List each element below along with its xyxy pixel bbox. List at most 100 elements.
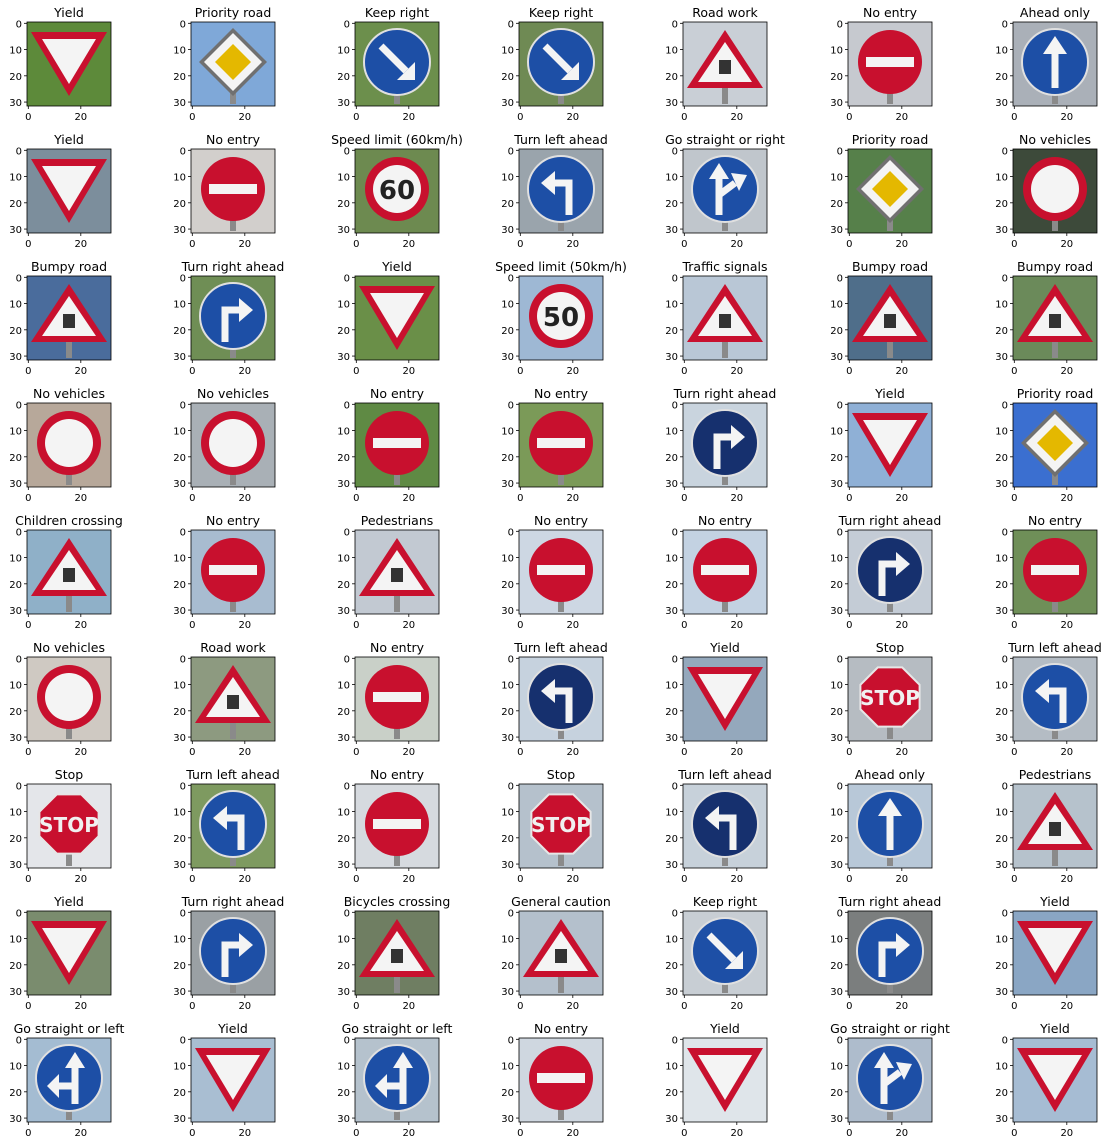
- y-tick-label: 20: [665, 199, 678, 210]
- sign-image: [355, 784, 439, 868]
- priority-sign-center: [1037, 425, 1073, 461]
- x-tick-label: 20: [238, 239, 251, 250]
- axes-frame: [190, 783, 276, 869]
- yield-sign-face: [1028, 1055, 1082, 1100]
- y-tick-label: 30: [501, 352, 514, 363]
- sign-post: [558, 90, 564, 104]
- panel-title: Yield: [874, 386, 905, 401]
- x-tick-label: 20: [238, 1128, 251, 1139]
- no-entry-bar: [537, 438, 585, 448]
- y-tick-label: 10: [173, 808, 186, 819]
- x-tick-label: 20: [566, 1128, 579, 1139]
- sign-post: [558, 471, 564, 485]
- panel-title: No vehicles: [33, 386, 105, 401]
- y-tick-label: 30: [173, 1114, 186, 1125]
- y-tick-label: 0: [508, 273, 514, 284]
- axes-frame: [26, 275, 112, 361]
- y-tick-label: 30: [501, 1114, 514, 1125]
- y-tick-label: 30: [665, 987, 678, 998]
- x-tick-label: 20: [74, 1001, 87, 1012]
- axes-frame: [190, 910, 276, 996]
- axes-frame: [682, 910, 768, 996]
- no-vehicles-sign-face: [45, 673, 93, 721]
- x-tick-label: 20: [730, 1001, 743, 1012]
- axes-frame: [26, 783, 112, 869]
- sign-image: [355, 1038, 439, 1122]
- y-tick-label: 30: [173, 479, 186, 490]
- x-tick-label: 0: [681, 1001, 687, 1012]
- y-tick-label: 20: [995, 199, 1008, 210]
- y-tick-label: 30: [830, 1114, 843, 1125]
- no-entry-bar: [537, 565, 585, 575]
- stop-sign-face: [38, 793, 100, 855]
- axes-frame: [1012, 656, 1098, 742]
- axes-frame: [190, 21, 276, 107]
- panel-title: Turn left ahead: [513, 132, 608, 147]
- x-tick-label: 20: [895, 747, 908, 758]
- panel-title: No vehicles: [33, 640, 105, 655]
- sign-post: [394, 1106, 400, 1120]
- sign-post: [230, 344, 236, 358]
- y-tick-label: 30: [501, 606, 514, 617]
- sign-image: [683, 784, 767, 868]
- panel-title: Stop: [876, 640, 904, 655]
- y-tick-label: 0: [672, 527, 678, 538]
- y-tick-label: 30: [830, 987, 843, 998]
- x-tick-label: 20: [730, 874, 743, 885]
- sign-image: [27, 22, 111, 106]
- x-tick-label: 0: [681, 239, 687, 250]
- x-tick-label: 20: [730, 366, 743, 377]
- y-tick-label: 20: [337, 580, 350, 591]
- y-tick-label: 30: [173, 352, 186, 363]
- sign-image: [683, 403, 767, 487]
- x-tick-label: 0: [25, 1001, 31, 1012]
- axes-frame: [847, 783, 933, 869]
- x-tick-label: 20: [1060, 874, 1073, 885]
- y-tick-label: 10: [501, 808, 514, 819]
- x-tick-label: 0: [353, 1128, 359, 1139]
- x-tick-label: 20: [895, 620, 908, 631]
- x-tick-label: 20: [1060, 493, 1073, 504]
- y-tick-label: 10: [830, 173, 843, 184]
- y-tick-label: 10: [665, 173, 678, 184]
- x-tick-label: 0: [353, 366, 359, 377]
- y-tick-label: 30: [665, 860, 678, 871]
- speed-sign-text: 60: [379, 176, 415, 206]
- y-tick-label: 20: [173, 707, 186, 718]
- y-tick-label: 0: [16, 654, 22, 665]
- y-tick-label: 10: [337, 46, 350, 57]
- x-tick-label: 20: [1060, 620, 1073, 631]
- x-tick-label: 0: [517, 1001, 523, 1012]
- axes-frame: [190, 148, 276, 234]
- y-tick-label: 30: [501, 98, 514, 109]
- y-tick-label: 10: [9, 808, 22, 819]
- y-tick-label: 20: [173, 580, 186, 591]
- y-tick-label: 20: [830, 326, 843, 337]
- y-tick-label: 30: [501, 987, 514, 998]
- sign-image: [848, 1038, 932, 1122]
- x-tick-label: 0: [1011, 620, 1017, 631]
- panel-title: Priority road: [852, 132, 929, 147]
- sign-image: [848, 403, 932, 487]
- axes-frame: [354, 275, 440, 361]
- y-tick-label: 0: [180, 146, 186, 157]
- panel-title: No entry: [370, 386, 425, 401]
- y-tick-label: 10: [501, 935, 514, 946]
- panel-title: General caution: [511, 894, 611, 909]
- y-tick-label: 0: [16, 273, 22, 284]
- y-tick-label: 10: [995, 935, 1008, 946]
- y-tick-label: 0: [508, 527, 514, 538]
- panel-title: Keep right: [693, 894, 757, 909]
- y-tick-label: 10: [665, 427, 678, 438]
- y-tick-label: 20: [995, 72, 1008, 83]
- x-tick-label: 20: [566, 874, 579, 885]
